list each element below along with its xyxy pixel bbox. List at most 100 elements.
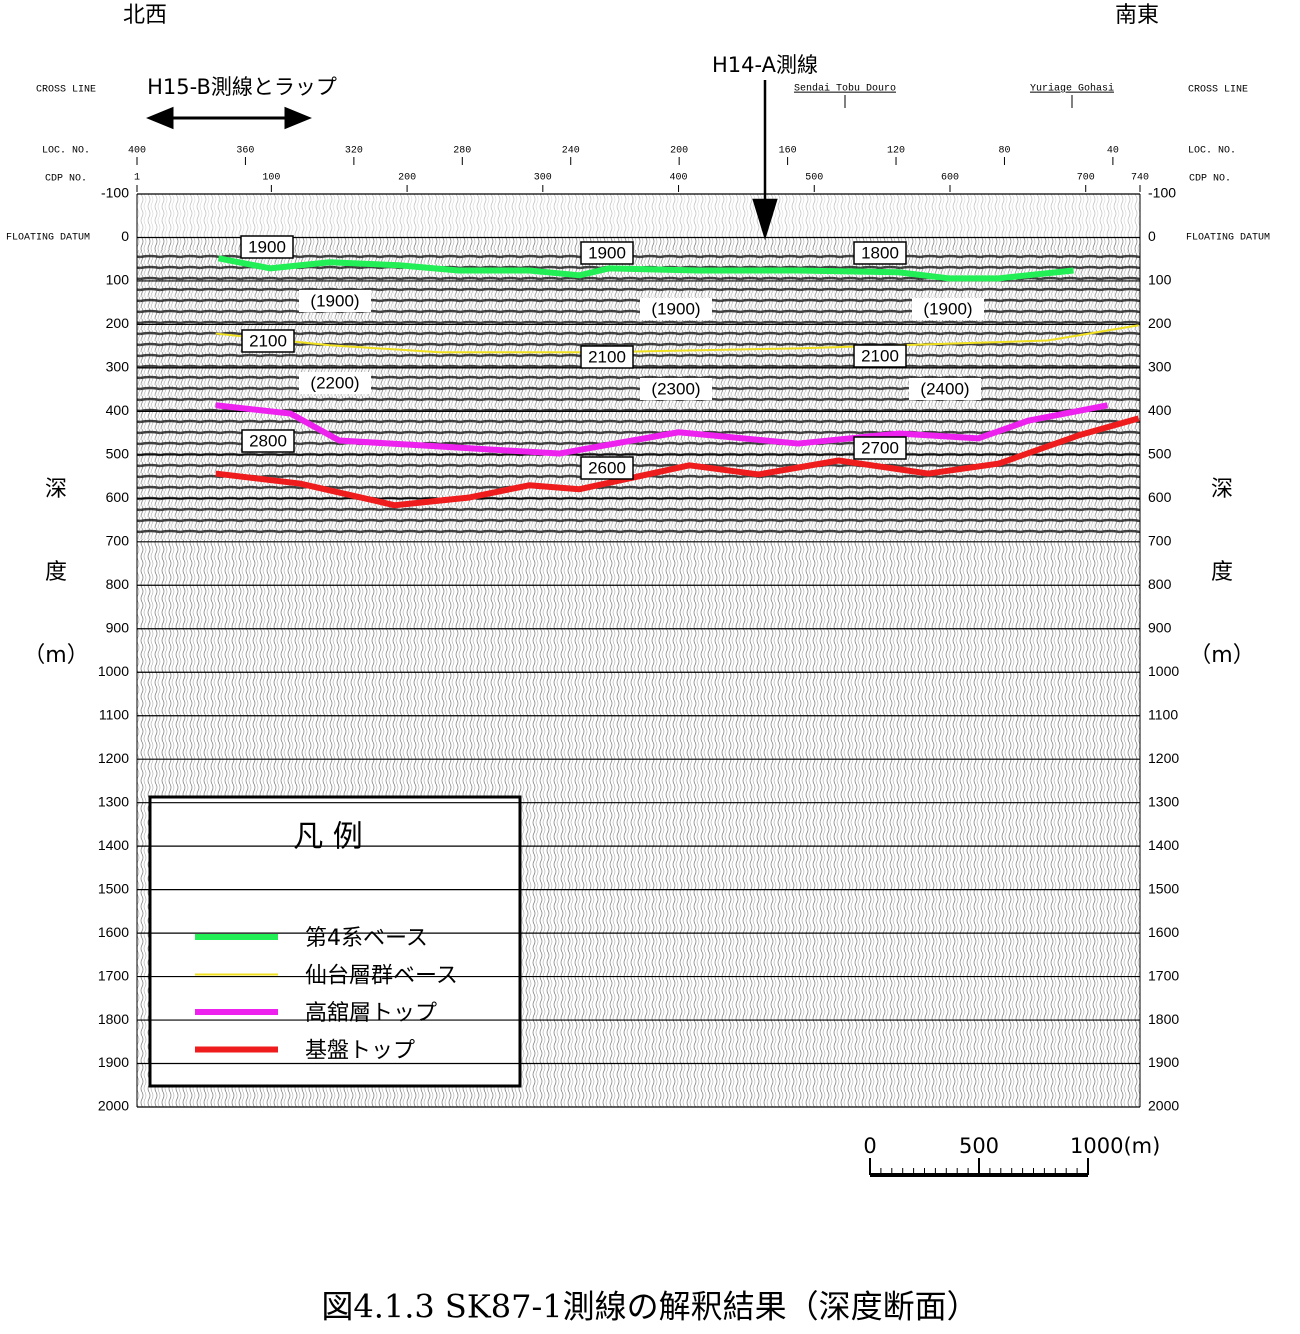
annotation-box — [853, 344, 907, 368]
y-label: 度 — [1211, 560, 1233, 585]
x-tick-label: 500 — [805, 173, 823, 184]
y-tick-label: 1200 — [98, 750, 129, 766]
annotation-box — [640, 298, 712, 320]
y-tick-label: 100 — [106, 272, 130, 288]
intersect-arrow — [752, 80, 778, 241]
scale-label: 0 — [863, 1134, 876, 1158]
x2-label: LOC. NO. — [42, 146, 90, 157]
seismic-reflectors — [137, 250, 1140, 540]
y-tick-label: 1500 — [1148, 880, 1179, 896]
y-tick-label: 800 — [106, 576, 130, 592]
annotation-box — [241, 329, 295, 353]
y-tick-label: 1200 — [1148, 750, 1179, 766]
annotation-box — [909, 378, 981, 400]
cross-line-label: CROSS LINE — [36, 85, 96, 96]
annotation-box — [580, 241, 634, 265]
x-tick-label: 200 — [398, 173, 416, 184]
x-tick-label: 400 — [670, 173, 688, 184]
y-tick-label: 900 — [1148, 619, 1172, 635]
x-label: CDP NO. — [45, 174, 87, 185]
x2-tick-label: 160 — [779, 146, 797, 157]
annotation: (2200) — [310, 373, 359, 392]
y-tick-label: 1000 — [98, 663, 129, 679]
y-tick-label: -100 — [1148, 185, 1176, 201]
x2-tick-label: 280 — [453, 146, 471, 157]
direction-left: 北西 — [123, 3, 167, 28]
x2-tick-label: 320 — [345, 146, 363, 157]
legend-label: 仙台層群ベース — [305, 964, 458, 989]
legend-label: 第4系ベース — [305, 926, 428, 951]
annotation-box — [853, 241, 907, 265]
annotation: (2400) — [920, 379, 969, 398]
annotation: 1900 — [248, 237, 286, 256]
x-tick-label: 740 — [1131, 173, 1149, 184]
y-label: （m） — [1189, 643, 1254, 668]
annotation-box — [853, 436, 907, 460]
legend-title: 凡 例 — [293, 820, 363, 855]
y-tick-label: 1700 — [1148, 967, 1179, 983]
annotation: 1900 — [588, 243, 626, 262]
overlap-arrow — [146, 106, 312, 130]
x2-label: LOC. NO. — [1188, 146, 1236, 157]
y-tick-label: 900 — [106, 619, 130, 635]
y-tick-label: 1800 — [1148, 1011, 1179, 1027]
horizon-line — [215, 415, 1140, 509]
annotation-box — [640, 378, 712, 400]
y-tick-label: 1500 — [98, 880, 129, 896]
y-tick-label: 1900 — [1148, 1054, 1179, 1070]
scale-label: 1000(m) — [1070, 1134, 1160, 1158]
annotation: (1900) — [310, 291, 359, 310]
x2-tick-label: 40 — [1107, 146, 1119, 157]
y-label: 深 — [1211, 477, 1233, 502]
annotation: 2700 — [861, 438, 899, 457]
y-tick-label: 500 — [1148, 446, 1172, 462]
caption: 図4.1.3 SK87-1測線の解釈結果（深度断面） — [321, 1288, 978, 1326]
annotation: 2100 — [249, 331, 287, 350]
x-label: CDP NO. — [1189, 174, 1231, 185]
crossing-label: Yuriage Gohasi — [1030, 83, 1114, 95]
x2-tick-label: 120 — [887, 146, 905, 157]
annotation-box — [299, 290, 371, 312]
annotation-box — [580, 345, 634, 369]
y-tick-label: 2000 — [1148, 1098, 1179, 1114]
y-tick-label: 700 — [106, 533, 130, 549]
horizon-line — [215, 324, 1139, 354]
annotation-box — [912, 298, 984, 320]
y-tick-label: 800 — [1148, 576, 1172, 592]
x2-tick-label: 360 — [236, 146, 254, 157]
y-tick-label: 200 — [106, 315, 130, 331]
overlap-label: H15-B測線とラップ — [147, 75, 337, 99]
legend-label: 基盤トップ — [305, 1039, 415, 1064]
y-tick-label: 2000 — [98, 1098, 129, 1114]
datum-label: FLOATING DATUM — [6, 233, 90, 244]
datum-label: FLOATING DATUM — [1186, 233, 1270, 244]
annotation-box — [299, 372, 371, 394]
legend-box — [148, 795, 522, 1088]
scale-label: 500 — [959, 1134, 999, 1158]
intersect-label: H14-A測線 — [712, 53, 818, 77]
y-tick-label: 0 — [121, 228, 129, 244]
annotation: (1900) — [923, 299, 972, 318]
direction-right: 南東 — [1115, 3, 1159, 28]
y-tick-label: 1400 — [1148, 837, 1179, 853]
annotation: 2100 — [861, 346, 899, 365]
y-tick-label: -100 — [101, 185, 129, 201]
y-tick-label: 500 — [106, 446, 130, 462]
annotation-box — [241, 429, 295, 453]
y-label: 深 — [45, 477, 67, 502]
annotation: 2100 — [588, 347, 626, 366]
y-tick-label: 300 — [106, 359, 130, 375]
seismic-header — [137, 194, 1140, 237]
annotation-box — [580, 456, 634, 480]
x-tick-label: 700 — [1077, 173, 1095, 184]
y-tick-label: 400 — [106, 402, 130, 418]
y-tick-label: 1600 — [98, 924, 129, 940]
y-tick-label: 1300 — [98, 793, 129, 809]
x2-tick-label: 80 — [998, 146, 1010, 157]
x-tick-label: 300 — [534, 173, 552, 184]
y-tick-label: 1900 — [98, 1054, 129, 1070]
x2-tick-label: 400 — [128, 146, 146, 157]
annotation: 2800 — [249, 431, 287, 450]
y-tick-label: 1100 — [1148, 706, 1178, 722]
